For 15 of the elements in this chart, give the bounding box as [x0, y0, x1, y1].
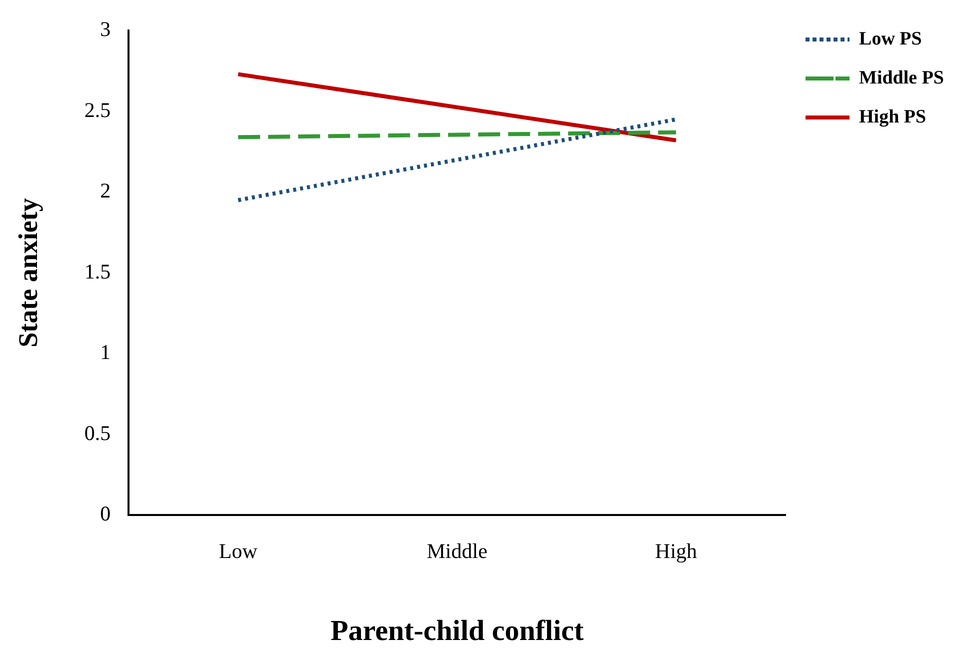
y-tick-label: 0 [100, 502, 111, 526]
y-axis-title: State anxiety [13, 198, 44, 348]
x-tick-label: Low [218, 539, 258, 564]
x-axis-title: Parent-child conflict [330, 615, 584, 648]
y-tick-label: 1 [100, 340, 111, 364]
legend-label: Low PS [859, 28, 922, 50]
x-tick-label: Middle [426, 539, 488, 564]
x-tick-label: High [655, 539, 698, 564]
y-tick-label: 0.5 [84, 420, 111, 445]
legend-label: High PS [859, 106, 926, 128]
y-tick-label: 3 [100, 17, 111, 42]
y-tick-label: 1.5 [84, 259, 111, 284]
y-tick-label: 2.5 [84, 98, 111, 122]
legend-label: Middle PS [859, 67, 944, 88]
y-tick-label: 2 [100, 178, 111, 203]
